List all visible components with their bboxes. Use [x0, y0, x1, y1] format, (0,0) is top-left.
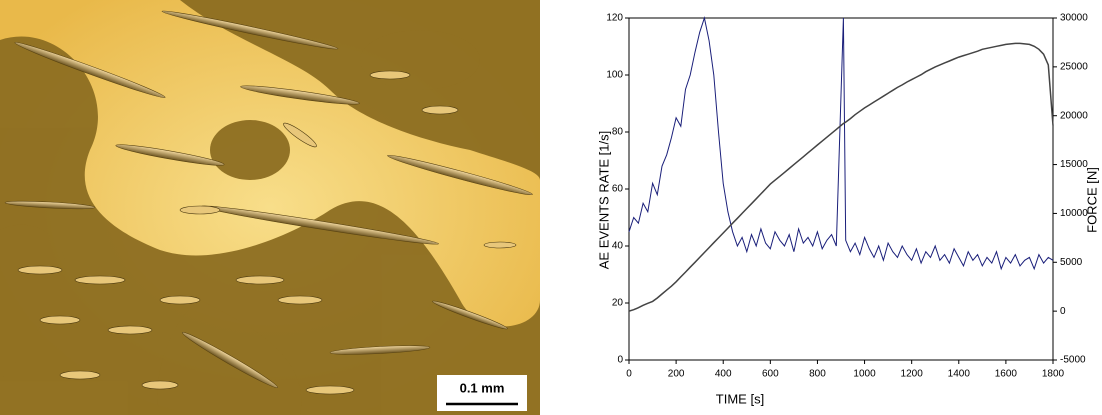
- y2-tick-label: 10000: [1060, 208, 1088, 219]
- y-tick-label: 60: [612, 184, 624, 195]
- scale-bar-label: 0.1 mm: [460, 380, 505, 395]
- series-line: [628, 16, 1054, 271]
- y-tick-label: 100: [606, 70, 623, 81]
- y-tick-label: 120: [606, 13, 623, 24]
- x-tick-label: 1200: [901, 369, 924, 380]
- y2-tick-label: 30000: [1060, 13, 1088, 24]
- y2-tick-label: -5000: [1060, 355, 1086, 366]
- x-axis-label: TIME [s]: [716, 391, 764, 406]
- y2-tick-label: 25000: [1060, 61, 1088, 72]
- x-tick-label: 1600: [995, 369, 1018, 380]
- y2-tick-label: 0: [1060, 306, 1066, 317]
- series-line: [628, 42, 1054, 312]
- y2-tick-label: 15000: [1060, 159, 1088, 170]
- x-tick-label: 200: [668, 369, 685, 380]
- micrograph: 0.1 mm: [0, 0, 540, 415]
- y-tick-label: 0: [617, 355, 623, 366]
- x-tick-label: 800: [809, 369, 826, 380]
- x-tick-label: 1800: [1042, 369, 1065, 380]
- y2-tick-label: 5000: [1060, 257, 1083, 268]
- x-tick-label: 1000: [853, 369, 876, 380]
- y-tick-label: 80: [612, 127, 624, 138]
- x-tick-label: 1400: [948, 369, 971, 380]
- x-tick-label: 600: [762, 369, 779, 380]
- y-tick-label: 40: [612, 241, 624, 252]
- x-tick-label: 400: [715, 369, 732, 380]
- plot-frame: [628, 17, 1054, 361]
- y2-tick-label: 20000: [1060, 110, 1088, 121]
- y-axis-label: AE EVENTS RATE [1/s]: [596, 131, 611, 269]
- x-tick-label: 0: [626, 369, 632, 380]
- y2-axis-label: FORCE [N]: [1084, 167, 1099, 233]
- y-tick-label: 20: [612, 298, 624, 309]
